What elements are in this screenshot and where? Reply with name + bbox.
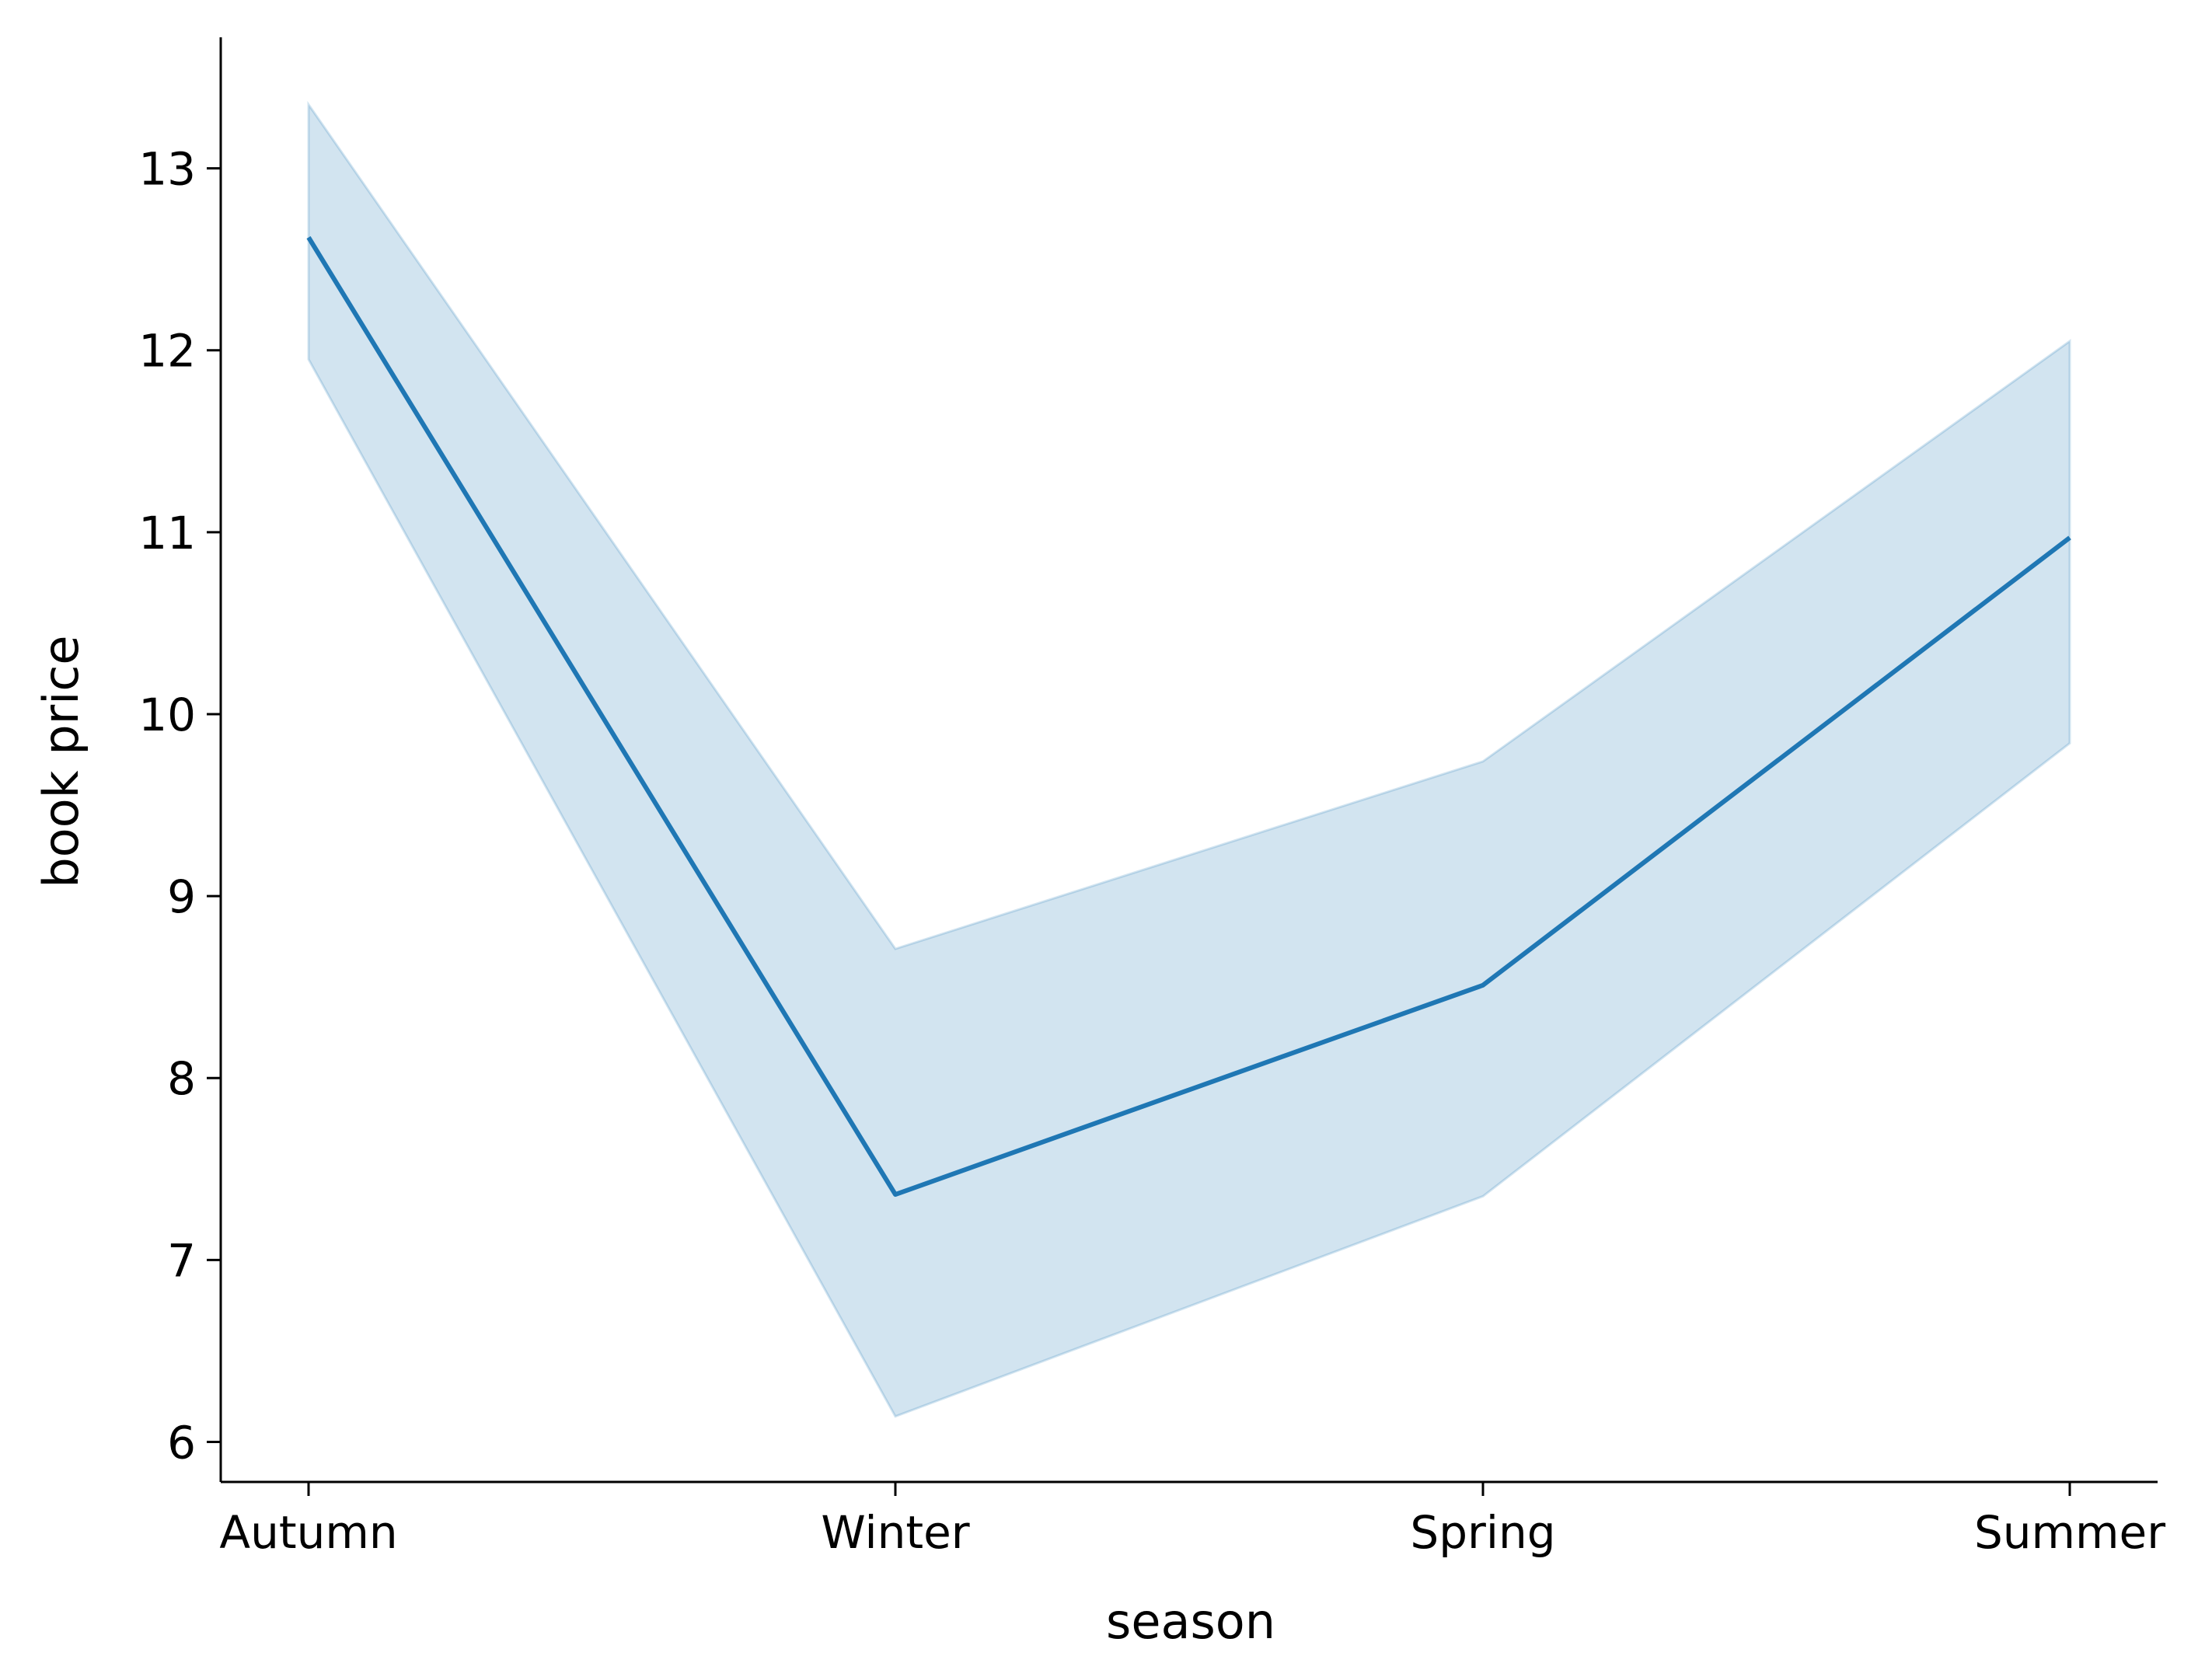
y-tick-label: 11 bbox=[138, 507, 196, 560]
y-tick-label: 10 bbox=[138, 689, 196, 741]
x-tick-label: Summer bbox=[1974, 1506, 2165, 1559]
y-tick-label: 13 bbox=[138, 143, 196, 196]
x-tick-label: Autumn bbox=[219, 1506, 397, 1559]
plot-area bbox=[306, 100, 2071, 1418]
y-tick-label: 12 bbox=[138, 325, 196, 378]
x-tick-label: Winter bbox=[821, 1506, 969, 1559]
y-axis-label: book price bbox=[33, 635, 89, 887]
x-axis-label: season bbox=[1106, 1593, 1275, 1650]
y-tick-label: 7 bbox=[167, 1234, 196, 1287]
x-tick-label: Spring bbox=[1410, 1506, 1555, 1559]
series-line bbox=[306, 235, 2071, 1198]
y-tick-label: 6 bbox=[167, 1416, 196, 1469]
x-axis: Autumn Winter Spring Summer bbox=[219, 1480, 2165, 1559]
confidence-band bbox=[307, 100, 2071, 1418]
y-tick-label: 9 bbox=[167, 870, 196, 923]
y-axis: 6 7 8 9 10 11 12 13 bbox=[138, 37, 222, 1482]
y-tick-label: 8 bbox=[167, 1052, 196, 1105]
